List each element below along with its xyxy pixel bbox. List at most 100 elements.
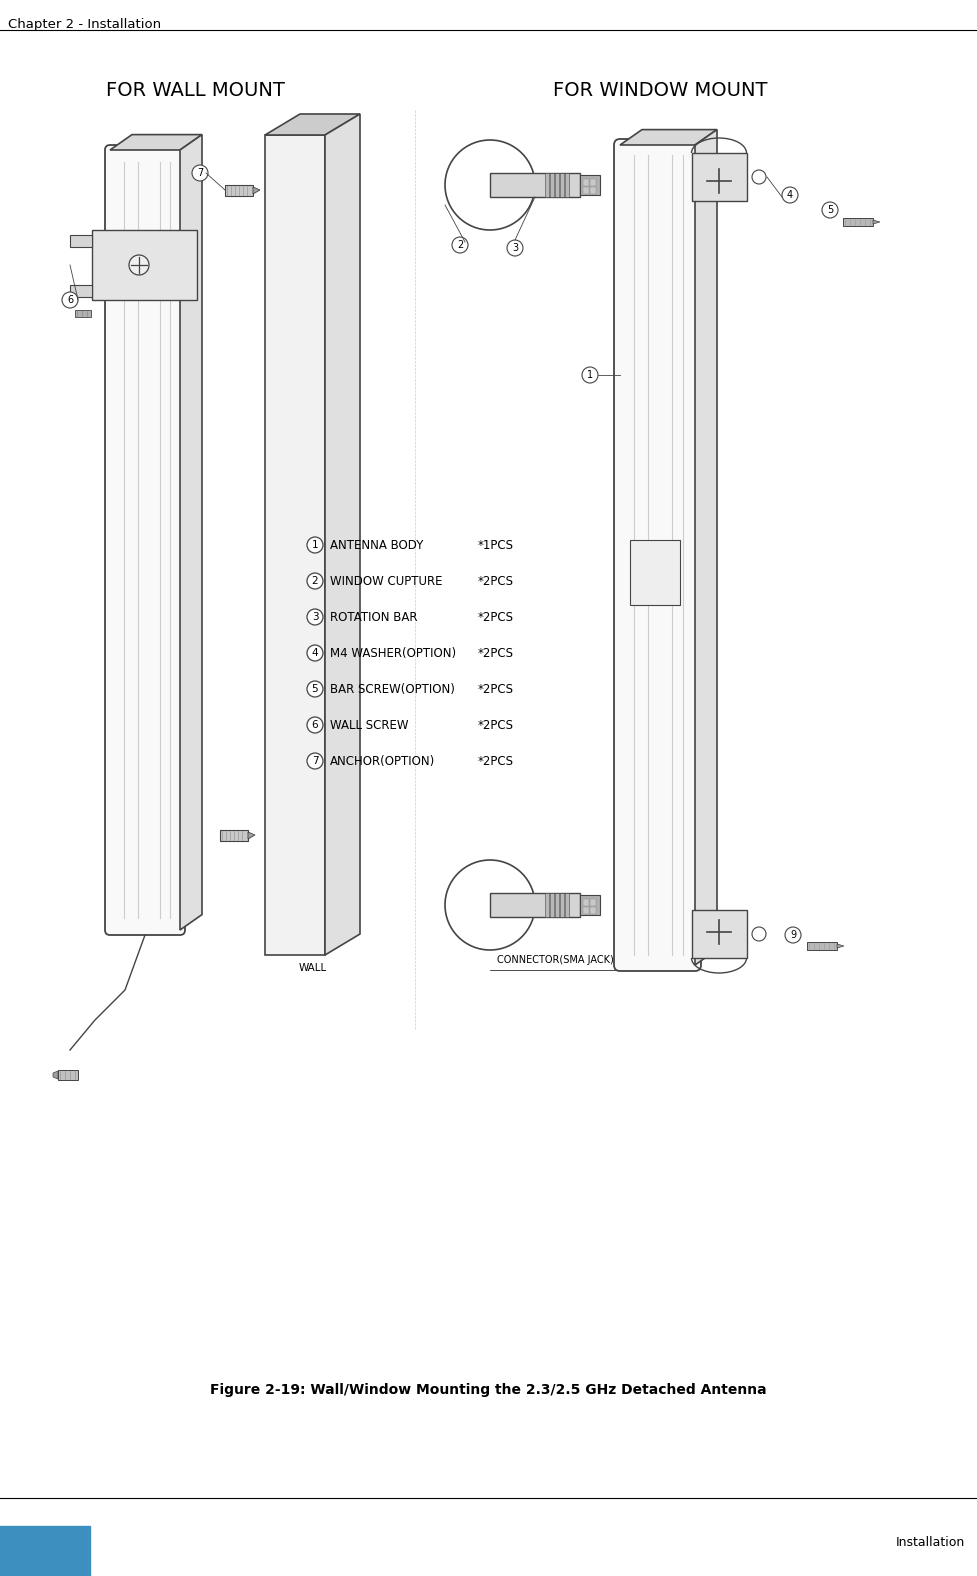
- Polygon shape: [692, 153, 747, 202]
- Polygon shape: [620, 129, 717, 145]
- Text: BAR SCREW(OPTION): BAR SCREW(OPTION): [330, 682, 455, 695]
- Polygon shape: [325, 113, 360, 955]
- Text: 2: 2: [457, 240, 463, 251]
- Bar: [555, 894, 559, 917]
- Polygon shape: [837, 944, 844, 949]
- Polygon shape: [58, 1070, 78, 1080]
- Polygon shape: [580, 895, 600, 916]
- Text: 1: 1: [587, 370, 593, 380]
- Text: FOR WALL MOUNT: FOR WALL MOUNT: [106, 80, 284, 99]
- Text: Chapter 2 - Installation: Chapter 2 - Installation: [8, 17, 161, 32]
- Text: 7: 7: [197, 169, 203, 178]
- Polygon shape: [92, 230, 197, 299]
- Polygon shape: [807, 942, 837, 950]
- Text: 7: 7: [312, 756, 319, 766]
- Bar: [555, 173, 559, 197]
- Bar: [583, 180, 589, 186]
- Text: 3: 3: [512, 243, 518, 254]
- Circle shape: [307, 645, 323, 660]
- Circle shape: [752, 170, 766, 184]
- Text: *2PCS: *2PCS: [478, 610, 514, 624]
- Polygon shape: [75, 310, 91, 317]
- Bar: [630, 541, 680, 605]
- Text: *2PCS: *2PCS: [478, 755, 514, 768]
- Text: 6: 6: [67, 295, 73, 306]
- Text: FOR WINDOW MOUNT: FOR WINDOW MOUNT: [553, 80, 767, 99]
- Bar: [0, 1526, 90, 1576]
- Circle shape: [192, 165, 208, 181]
- Text: *2PCS: *2PCS: [478, 719, 514, 731]
- Text: 5: 5: [312, 684, 319, 693]
- Polygon shape: [248, 832, 255, 838]
- Text: ANCHOR(OPTION): ANCHOR(OPTION): [330, 755, 435, 768]
- Text: Installation: Installation: [896, 1537, 965, 1549]
- Bar: [560, 894, 564, 917]
- Polygon shape: [265, 136, 325, 955]
- Circle shape: [307, 681, 323, 697]
- Text: 3: 3: [312, 611, 319, 623]
- Text: *2PCS: *2PCS: [478, 646, 514, 659]
- Bar: [545, 173, 549, 197]
- Text: *2PCS: *2PCS: [478, 682, 514, 695]
- Circle shape: [752, 927, 766, 941]
- Bar: [583, 898, 589, 906]
- Circle shape: [445, 860, 535, 950]
- Text: 6: 6: [312, 720, 319, 730]
- Circle shape: [445, 140, 535, 230]
- Text: 1: 1: [312, 541, 319, 550]
- Text: 5: 5: [827, 205, 833, 214]
- Bar: [565, 894, 569, 917]
- Circle shape: [307, 574, 323, 589]
- Bar: [560, 173, 564, 197]
- Circle shape: [785, 927, 801, 942]
- Circle shape: [507, 240, 523, 255]
- Bar: [590, 908, 596, 914]
- Text: CONNECTOR(SMA JACK): CONNECTOR(SMA JACK): [496, 955, 614, 965]
- Polygon shape: [180, 134, 202, 930]
- Text: WALL SCREW: WALL SCREW: [330, 719, 408, 731]
- Polygon shape: [70, 235, 92, 247]
- Circle shape: [822, 202, 838, 217]
- Text: ROTATION BAR: ROTATION BAR: [330, 610, 417, 624]
- Polygon shape: [70, 285, 92, 296]
- Bar: [583, 908, 589, 914]
- Polygon shape: [53, 1072, 58, 1080]
- Text: *2PCS: *2PCS: [478, 575, 514, 588]
- Bar: [583, 188, 589, 194]
- Bar: [550, 894, 554, 917]
- Text: 4: 4: [312, 648, 319, 659]
- Text: Figure 2-19: Wall/Window Mounting the 2.3/2.5 GHz Detached Antenna: Figure 2-19: Wall/Window Mounting the 2.…: [210, 1384, 766, 1396]
- Polygon shape: [253, 188, 260, 194]
- Polygon shape: [692, 909, 747, 958]
- Circle shape: [307, 753, 323, 769]
- Text: WINDOW CUPTURE: WINDOW CUPTURE: [330, 575, 443, 588]
- Bar: [590, 180, 596, 186]
- Bar: [545, 894, 549, 917]
- FancyBboxPatch shape: [105, 145, 185, 935]
- Bar: [550, 173, 554, 197]
- Text: M4 WASHER(OPTION): M4 WASHER(OPTION): [330, 646, 456, 659]
- Circle shape: [307, 608, 323, 626]
- Polygon shape: [225, 184, 253, 195]
- Circle shape: [307, 537, 323, 553]
- Circle shape: [452, 236, 468, 254]
- Text: 9: 9: [790, 930, 796, 939]
- Bar: [590, 188, 596, 194]
- Polygon shape: [843, 217, 873, 225]
- Text: 4: 4: [786, 191, 793, 200]
- Polygon shape: [695, 129, 717, 965]
- Circle shape: [582, 367, 598, 383]
- Text: *1PCS: *1PCS: [478, 539, 514, 552]
- Polygon shape: [265, 113, 360, 136]
- Text: WALL: WALL: [298, 963, 326, 972]
- FancyBboxPatch shape: [614, 139, 701, 971]
- Bar: [590, 898, 596, 906]
- Polygon shape: [110, 134, 202, 150]
- Circle shape: [782, 188, 798, 203]
- Polygon shape: [873, 221, 880, 224]
- Bar: [565, 173, 569, 197]
- Text: 2: 2: [312, 575, 319, 586]
- Circle shape: [62, 292, 78, 307]
- Circle shape: [129, 255, 149, 274]
- Bar: [490, 173, 580, 197]
